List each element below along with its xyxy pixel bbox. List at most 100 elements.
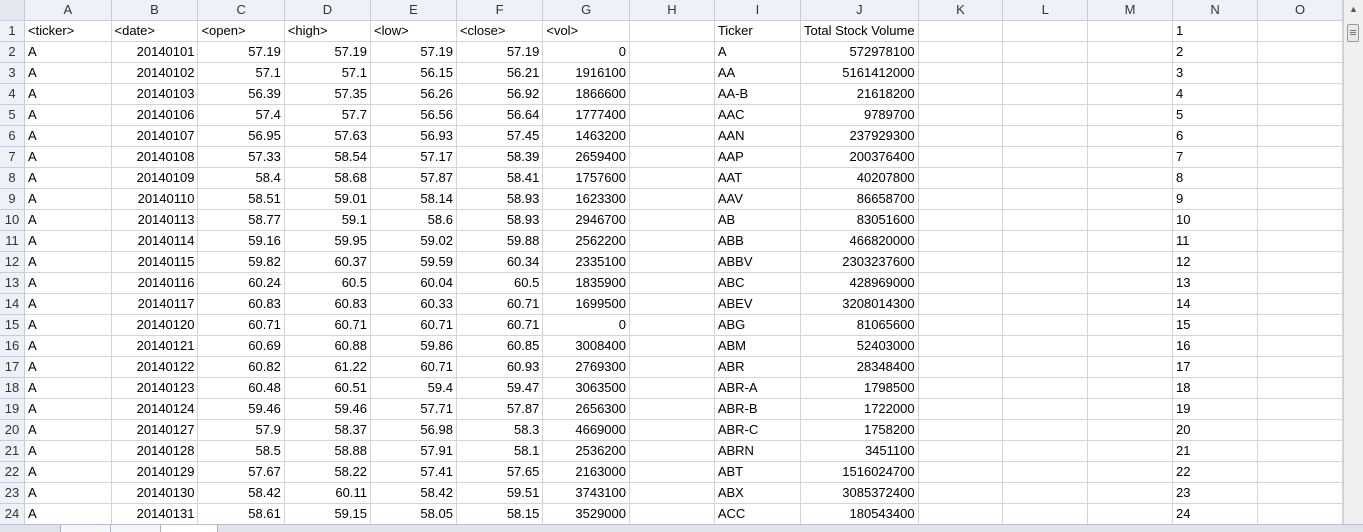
cell-b[interactable]: 20140116 bbox=[111, 272, 199, 294]
cell-h[interactable] bbox=[629, 41, 715, 63]
cell-b[interactable]: 20140102 bbox=[111, 62, 199, 84]
cell-j[interactable]: 3451100 bbox=[800, 440, 919, 462]
cell-a[interactable]: A bbox=[24, 62, 112, 84]
cell-f[interactable]: 57.65 bbox=[456, 461, 544, 483]
cell-k[interactable] bbox=[918, 62, 1004, 84]
cell-k[interactable] bbox=[918, 293, 1004, 315]
column-header[interactable]: A bbox=[24, 0, 112, 21]
cell-b[interactable]: 20140101 bbox=[111, 41, 199, 63]
cell-g[interactable]: 2656300 bbox=[542, 398, 630, 420]
cell-a[interactable]: A bbox=[24, 272, 112, 294]
cell-e[interactable]: 60.33 bbox=[370, 293, 457, 315]
cell-l[interactable] bbox=[1002, 419, 1089, 441]
cell-b[interactable]: 20140131 bbox=[111, 503, 199, 524]
cell-m[interactable] bbox=[1087, 62, 1173, 84]
cell-g[interactable]: 2946700 bbox=[542, 209, 630, 231]
cell-d[interactable]: 57.7 bbox=[284, 104, 372, 126]
cell-c[interactable]: 58.61 bbox=[197, 503, 285, 524]
cell-l[interactable] bbox=[1002, 167, 1089, 189]
cell-b[interactable]: 20140107 bbox=[111, 125, 199, 147]
cell-b[interactable]: 20140128 bbox=[111, 440, 199, 462]
cell-f[interactable]: 58.3 bbox=[456, 419, 544, 441]
cell-g[interactable]: 0 bbox=[542, 41, 630, 63]
cell-k[interactable] bbox=[918, 188, 1004, 210]
cell-e[interactable]: 56.26 bbox=[370, 83, 457, 105]
cell-a[interactable]: A bbox=[24, 482, 112, 504]
cell-i[interactable]: ACC bbox=[714, 503, 802, 524]
cell-f[interactable]: 57.19 bbox=[456, 41, 544, 63]
cell-i[interactable]: A bbox=[714, 41, 802, 63]
cell-h[interactable] bbox=[629, 62, 715, 84]
cell-d[interactable]: 57.63 bbox=[284, 125, 372, 147]
cell-f[interactable]: 58.15 bbox=[456, 503, 544, 524]
cell-n[interactable]: 17 bbox=[1172, 356, 1259, 378]
cell-e[interactable]: 57.41 bbox=[370, 461, 457, 483]
cell-o[interactable] bbox=[1257, 335, 1343, 357]
cell-b[interactable]: 20140113 bbox=[111, 209, 199, 231]
cell-m[interactable] bbox=[1087, 461, 1173, 483]
cell-m[interactable] bbox=[1087, 20, 1173, 42]
cell-g[interactable]: 1757600 bbox=[542, 167, 630, 189]
cell-a[interactable]: A bbox=[24, 125, 112, 147]
cell-i[interactable]: AAC bbox=[714, 104, 802, 126]
cell-d[interactable]: 60.83 bbox=[284, 293, 372, 315]
cell-j[interactable]: 428969000 bbox=[800, 272, 919, 294]
cell-j[interactable]: 3085372400 bbox=[800, 482, 919, 504]
cell-l[interactable] bbox=[1002, 398, 1089, 420]
cell-f[interactable]: 56.21 bbox=[456, 62, 544, 84]
cell-j[interactable]: 86658700 bbox=[800, 188, 919, 210]
cell-d[interactable]: 57.1 bbox=[284, 62, 372, 84]
cell-o[interactable] bbox=[1257, 503, 1343, 524]
cell-d[interactable]: 60.71 bbox=[284, 314, 372, 336]
cell-o[interactable] bbox=[1257, 188, 1343, 210]
cell-k[interactable] bbox=[918, 251, 1004, 273]
cell-j[interactable]: 5161412000 bbox=[800, 62, 919, 84]
cell-f[interactable]: 58.39 bbox=[456, 146, 544, 168]
cell-i[interactable]: AAN bbox=[714, 125, 802, 147]
cell-h[interactable] bbox=[629, 146, 715, 168]
row-header[interactable]: 7 bbox=[0, 146, 26, 168]
cell-e[interactable]: 56.93 bbox=[370, 125, 457, 147]
cell-d[interactable]: 58.22 bbox=[284, 461, 372, 483]
vertical-scrollbar[interactable]: ▲ bbox=[1343, 0, 1363, 524]
cell-a[interactable]: A bbox=[24, 146, 112, 168]
cell-h[interactable] bbox=[629, 335, 715, 357]
cell-j[interactable]: 9789700 bbox=[800, 104, 919, 126]
row-header[interactable]: 19 bbox=[0, 398, 26, 420]
cell-n[interactable]: 4 bbox=[1172, 83, 1259, 105]
cell-n[interactable]: 8 bbox=[1172, 167, 1259, 189]
cell-a[interactable]: A bbox=[24, 251, 112, 273]
cell-m[interactable] bbox=[1087, 209, 1173, 231]
column-header[interactable]: C bbox=[197, 0, 285, 21]
cell-k[interactable] bbox=[918, 83, 1004, 105]
cell-f[interactable]: 60.85 bbox=[456, 335, 544, 357]
cell-d[interactable]: 60.11 bbox=[284, 482, 372, 504]
cell-i[interactable]: ABC bbox=[714, 272, 802, 294]
cell-n[interactable]: 22 bbox=[1172, 461, 1259, 483]
cell-o[interactable] bbox=[1257, 230, 1343, 252]
cell-g[interactable]: 1916100 bbox=[542, 62, 630, 84]
cell-o[interactable] bbox=[1257, 398, 1343, 420]
row-header[interactable]: 2 bbox=[0, 41, 26, 63]
cell-d[interactable]: 61.22 bbox=[284, 356, 372, 378]
cell-i[interactable]: AB bbox=[714, 209, 802, 231]
column-header[interactable]: E bbox=[370, 0, 457, 21]
cell-l[interactable] bbox=[1002, 20, 1089, 42]
cell-e[interactable]: 56.56 bbox=[370, 104, 457, 126]
cell-e[interactable]: 59.4 bbox=[370, 377, 457, 399]
cell-n[interactable]: 1 bbox=[1172, 20, 1259, 42]
row-header[interactable]: 24 bbox=[0, 503, 26, 524]
cell-j[interactable]: Total Stock Volume bbox=[800, 20, 919, 42]
cell-k[interactable] bbox=[918, 461, 1004, 483]
cell-d[interactable]: 58.68 bbox=[284, 167, 372, 189]
cell-c[interactable]: 57.1 bbox=[197, 62, 285, 84]
cell-m[interactable] bbox=[1087, 440, 1173, 462]
cell-l[interactable] bbox=[1002, 503, 1089, 524]
row-header[interactable]: 16 bbox=[0, 335, 26, 357]
cell-k[interactable] bbox=[918, 419, 1004, 441]
cell-o[interactable] bbox=[1257, 419, 1343, 441]
cell-h[interactable] bbox=[629, 188, 715, 210]
cell-j[interactable]: 1516024700 bbox=[800, 461, 919, 483]
cell-n[interactable]: 15 bbox=[1172, 314, 1259, 336]
cell-c[interactable]: 58.5 bbox=[197, 440, 285, 462]
